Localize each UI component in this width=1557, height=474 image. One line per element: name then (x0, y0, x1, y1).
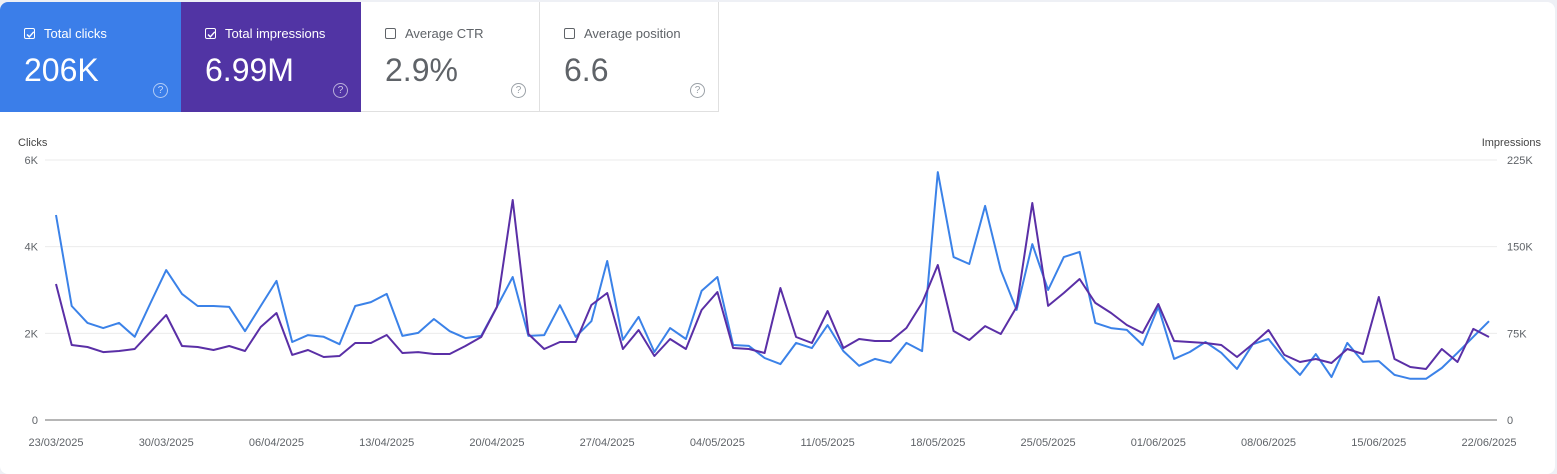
x-axis-tick-label: 13/04/2025 (359, 437, 414, 449)
help-icon[interactable]: ? (153, 83, 168, 98)
x-axis-tick-label: 15/06/2025 (1351, 437, 1406, 449)
checkbox-checked-icon[interactable] (205, 28, 216, 39)
x-axis-tick-label: 04/05/2025 (690, 437, 745, 449)
tile-label: Average CTR (405, 26, 484, 41)
left-axis-tick-label: 0 (32, 415, 38, 427)
metric-tiles: Total clicks 206K ? Total impressions 6.… (0, 2, 719, 112)
left-axis-title: Clicks (18, 137, 48, 149)
help-icon[interactable]: ? (511, 83, 526, 98)
right-axis-tick-label: 0 (1507, 415, 1513, 427)
x-axis-tick-label: 25/05/2025 (1021, 437, 1076, 449)
checkbox-checked-icon[interactable] (24, 28, 35, 39)
left-axis-tick-label: 4K (25, 242, 39, 254)
tile-total-impressions[interactable]: Total impressions 6.99M ? (181, 2, 361, 112)
tile-value: 206K (24, 52, 99, 88)
left-axis-tick-label: 2K (25, 328, 39, 340)
tile-average-ctr[interactable]: Average CTR 2.9% ? (361, 2, 540, 112)
right-axis-tick-label: 150K (1507, 242, 1533, 254)
left-axis-tick-label: 6K (25, 155, 39, 167)
x-axis-tick-label: 18/05/2025 (910, 437, 965, 449)
tile-label: Total clicks (44, 26, 107, 41)
x-axis-tick-label: 27/04/2025 (580, 437, 635, 449)
series-line-impressions (55, 199, 1490, 370)
tile-average-position[interactable]: Average position 6.6 ? (540, 2, 719, 112)
x-axis-tick-label: 20/04/2025 (469, 437, 524, 449)
x-axis-tick-label: 01/06/2025 (1131, 437, 1186, 449)
right-axis-title: Impressions (1481, 137, 1541, 149)
x-axis-tick-label: 22/06/2025 (1461, 437, 1516, 449)
series-line-clicks (55, 171, 1490, 380)
x-axis-tick-label: 23/03/2025 (28, 437, 83, 449)
tile-label: Total impressions (225, 26, 326, 41)
right-axis-tick-label: 225K (1507, 155, 1533, 167)
help-icon[interactable]: ? (333, 83, 348, 98)
tile-value: 2.9% (385, 52, 458, 88)
x-axis-tick-label: 11/05/2025 (800, 437, 854, 449)
tile-value: 6.99M (205, 52, 294, 88)
tile-label: Average position (584, 26, 681, 41)
help-icon[interactable]: ? (690, 83, 705, 98)
x-axis-tick-label: 08/06/2025 (1241, 437, 1296, 449)
checkbox-unchecked-icon[interactable] (385, 28, 396, 39)
tile-value: 6.6 (564, 52, 609, 88)
x-axis-tick-label: 06/04/2025 (249, 437, 304, 449)
tile-total-clicks[interactable]: Total clicks 206K ? (0, 2, 181, 112)
x-axis-tick-label: 30/03/2025 (139, 437, 194, 449)
right-axis-tick-label: 75K (1507, 328, 1527, 340)
checkbox-unchecked-icon[interactable] (564, 28, 575, 39)
